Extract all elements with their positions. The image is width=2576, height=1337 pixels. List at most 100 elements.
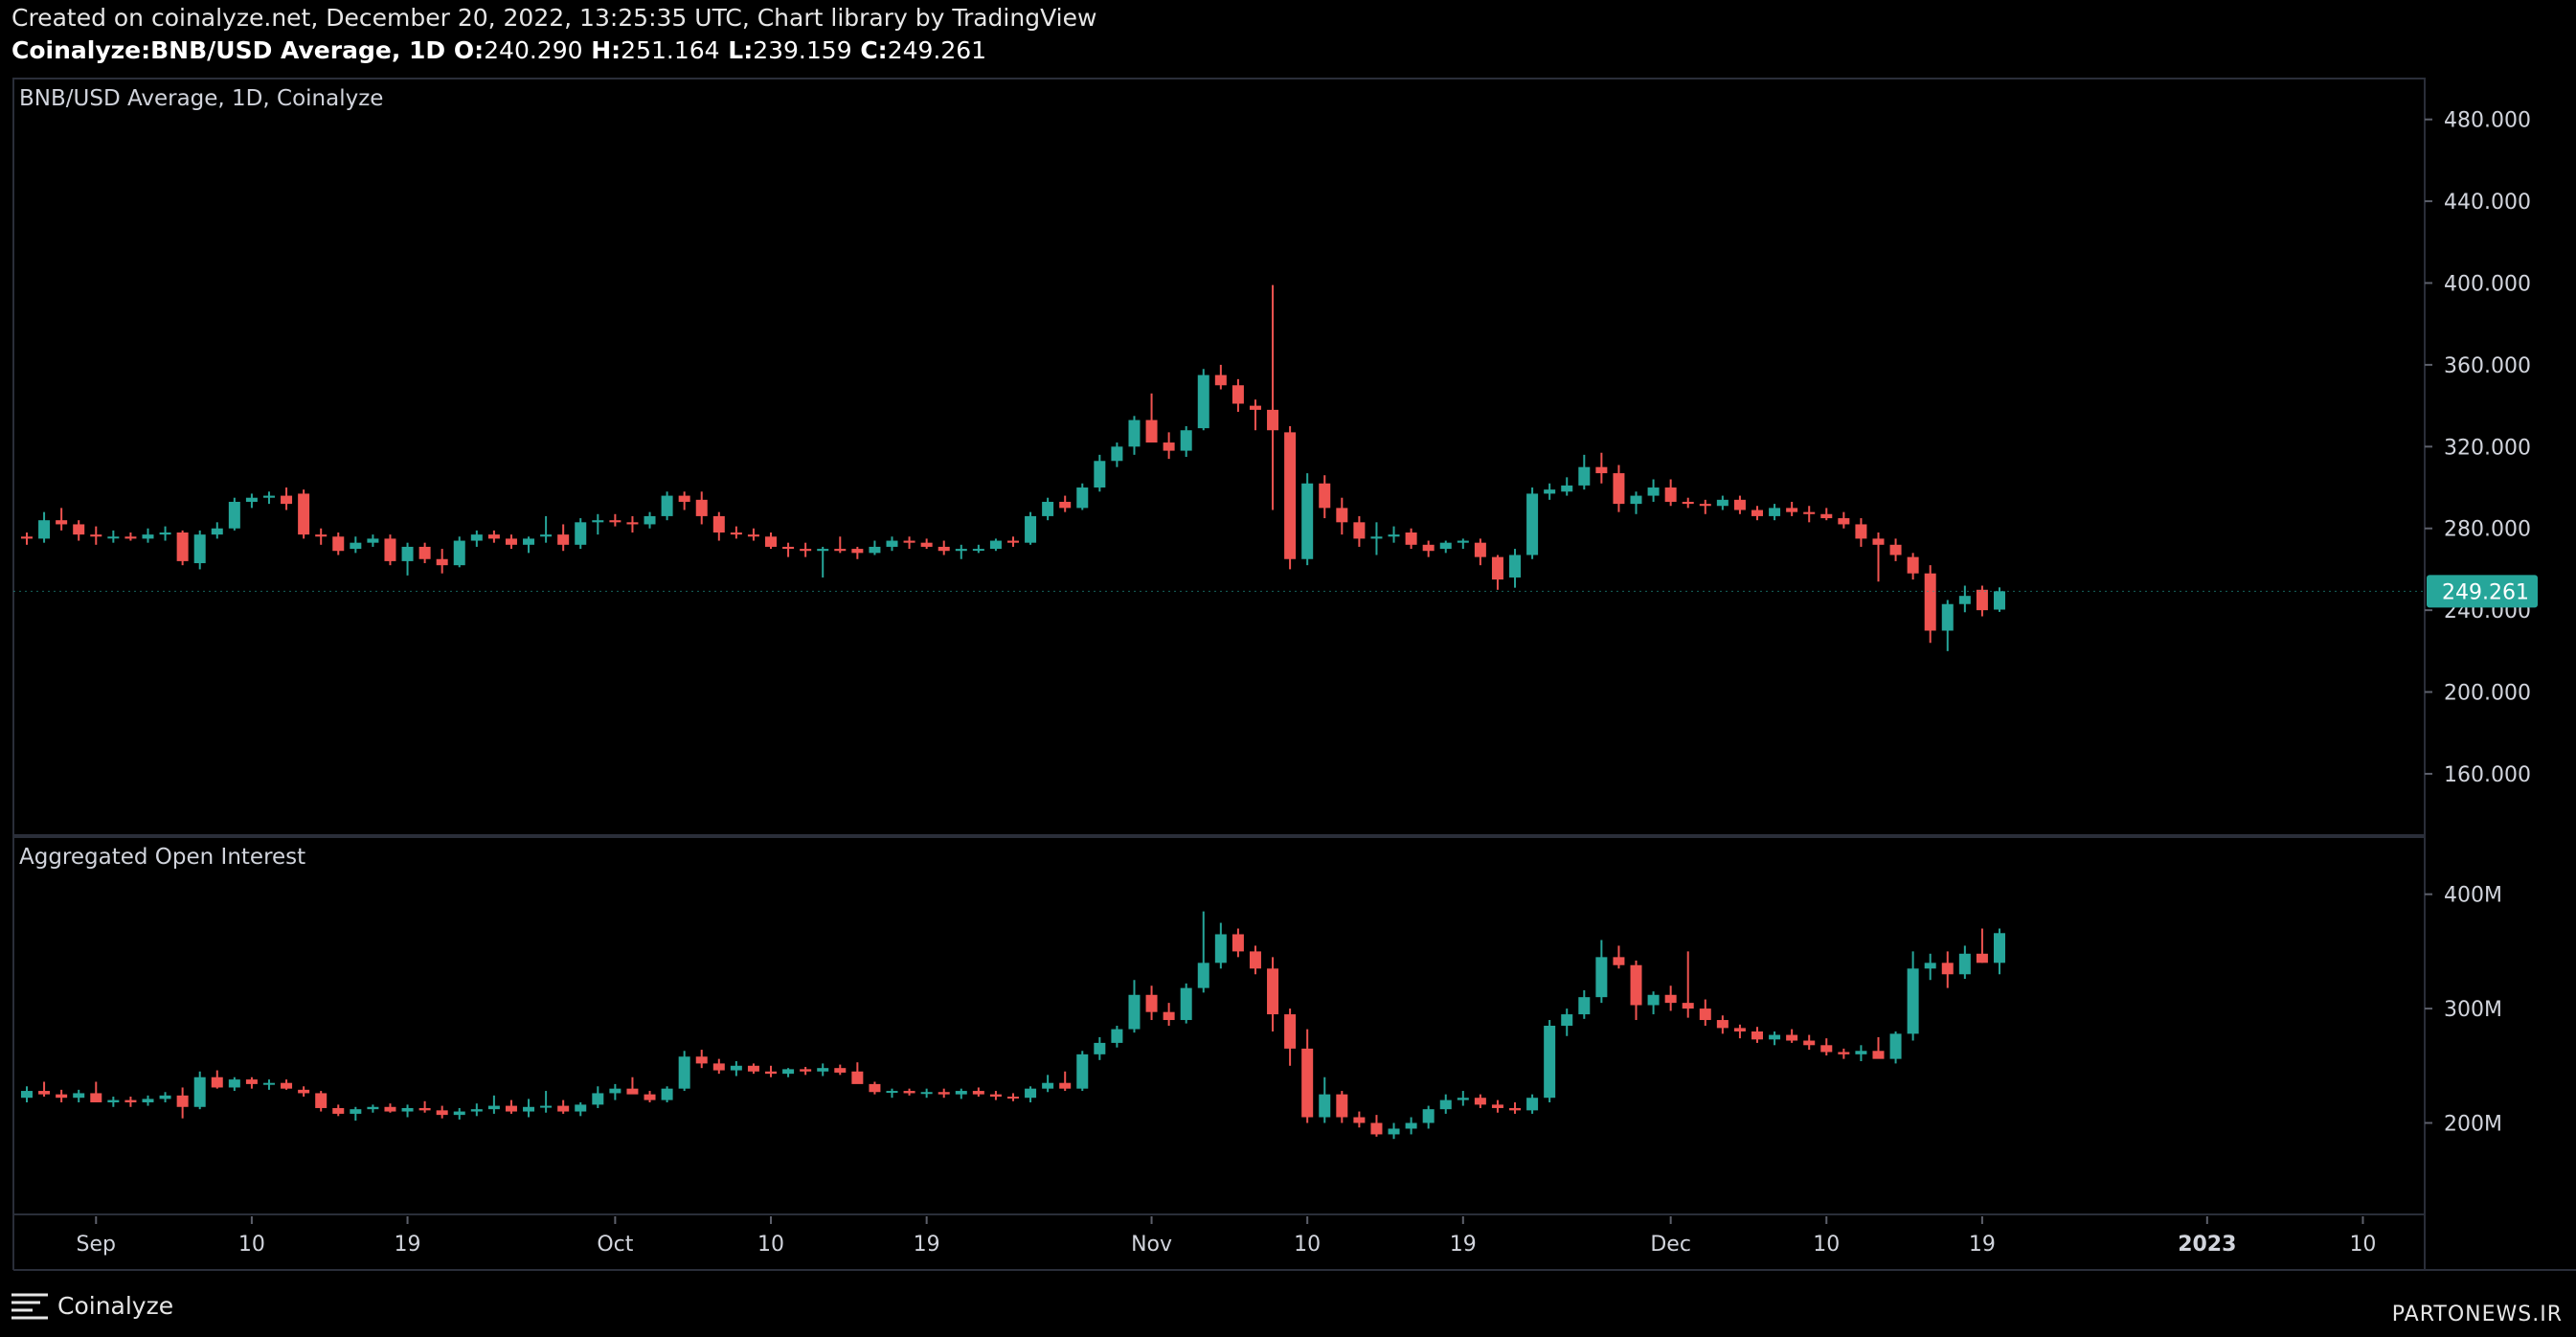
price-candle-body <box>401 546 414 561</box>
price-candle-body <box>1509 555 1522 578</box>
oi-candle-body <box>1111 1029 1123 1043</box>
oi-candle-body <box>332 1107 345 1114</box>
oi-candle-body <box>644 1094 656 1100</box>
price-candle-body <box>1059 501 1072 509</box>
open-label: O: <box>453 36 485 64</box>
price-candle-body <box>1319 483 1331 509</box>
price-axis-label: 440.000 <box>2444 191 2531 215</box>
oi-candle-body <box>436 1110 448 1116</box>
price-candle-body <box>1838 518 1850 525</box>
oi-candle-body <box>56 1094 68 1099</box>
price-candle-body <box>626 522 639 525</box>
price-candle-body <box>1439 542 1452 550</box>
price-candle-body <box>124 536 137 539</box>
price-candle-body <box>1353 522 1366 539</box>
price-candle-body <box>1855 524 1867 539</box>
price-candle-body <box>1544 489 1556 494</box>
oi-candle-body <box>1630 964 1642 1006</box>
ohlc-legend: Coinalyze:BNB/USD Average, 1D O:240.290 … <box>11 36 986 64</box>
oi-candle-body <box>298 1089 310 1094</box>
price-candle-body <box>592 520 604 523</box>
oi-candle-body <box>1405 1122 1417 1129</box>
high-label: H: <box>591 36 621 64</box>
oi-candle-body <box>176 1095 189 1107</box>
oi-candle-body <box>1924 963 1936 969</box>
price-candle-body <box>1699 504 1711 507</box>
oi-candle-body <box>938 1092 950 1095</box>
close-value: 249.261 <box>887 36 987 64</box>
x-axis-label: Sep <box>77 1233 116 1257</box>
oi-candle-body <box>886 1091 898 1094</box>
price-candle-body <box>1336 508 1348 523</box>
oi-candle-body <box>1889 1033 1902 1059</box>
price-candle-body <box>1958 596 1971 604</box>
coinalyze-logo[interactable]: Coinalyze <box>10 1289 173 1322</box>
price-axis-label: 400.000 <box>2444 273 2531 297</box>
low-label: L: <box>728 36 754 64</box>
price-candle-body <box>1128 419 1141 447</box>
x-axis-label: 10 <box>757 1233 784 1257</box>
oi-candle-body <box>1388 1128 1400 1135</box>
oi-candle-body <box>262 1082 275 1085</box>
oi-candle-body <box>487 1105 500 1110</box>
oi-candle-body <box>1336 1094 1348 1118</box>
price-candle-body <box>1249 405 1261 410</box>
oi-candle-body <box>523 1106 535 1112</box>
oi-candle-body <box>228 1079 240 1088</box>
price-candle-body <box>1180 430 1192 451</box>
price-candle-body <box>575 522 587 545</box>
oi-candle-body <box>765 1071 778 1075</box>
x-axis-label: 2023 <box>2178 1233 2236 1257</box>
price-candle-body <box>920 542 933 547</box>
symbol-label: Coinalyze:BNB/USD Average, 1D <box>11 36 446 64</box>
oi-candle-body <box>747 1065 759 1072</box>
oi-candle-body <box>834 1068 847 1073</box>
price-candle-body <box>384 538 396 561</box>
oi-candle-body <box>1474 1098 1486 1105</box>
oi-candle-body <box>1025 1088 1037 1099</box>
price-candle-body <box>228 501 240 529</box>
price-candle-body <box>505 538 517 545</box>
price-candle-body <box>470 534 483 541</box>
price-candle-body <box>747 534 759 537</box>
coinalyze-logo-text: Coinalyze <box>57 1291 174 1320</box>
oi-candle-body <box>1664 994 1677 1004</box>
oi-candle-body <box>730 1065 742 1071</box>
oi-candle-body <box>1647 994 1660 1006</box>
oi-axis-label: 200M <box>2444 1112 2502 1136</box>
oi-candle-body <box>695 1056 708 1064</box>
price-candle-body <box>245 497 258 502</box>
price-candle-body <box>1561 485 1573 492</box>
price-candle-body <box>695 499 708 516</box>
price-candle-body <box>1803 511 1816 514</box>
x-axis-label: 10 <box>1813 1233 1840 1257</box>
x-axis-label: 10 <box>2349 1233 2376 1257</box>
oi-candle-body <box>505 1105 517 1112</box>
oi-candle-body <box>1128 994 1141 1030</box>
oi-candle-body <box>1422 1109 1435 1123</box>
price-candle-body <box>1751 510 1763 516</box>
menu-lines-icon <box>11 1293 48 1320</box>
oi-candle-body <box>972 1091 984 1095</box>
oi-pane-border <box>12 836 2426 1215</box>
price-candle-body <box>90 534 102 537</box>
oi-candle-body <box>1180 987 1192 1021</box>
oi-candle-body <box>1855 1051 1867 1054</box>
price-candle-body <box>56 520 68 525</box>
price-axis-label: 360.000 <box>2444 354 2531 378</box>
oi-candle-body <box>1214 934 1227 963</box>
price-candle-body <box>1267 409 1279 431</box>
oi-candle-body <box>1803 1040 1816 1046</box>
oi-candle-body <box>453 1111 465 1116</box>
oi-candle-body <box>1769 1034 1781 1040</box>
price-candle-body <box>661 495 673 516</box>
price-candle-body <box>1457 540 1469 543</box>
oi-candle-body <box>1076 1054 1089 1089</box>
oi-candle-body <box>193 1076 206 1107</box>
price-candle-body <box>1664 487 1677 502</box>
oi-candle-body <box>1197 963 1209 988</box>
oi-candle-body <box>1163 1011 1175 1021</box>
price-candle-body <box>730 533 742 535</box>
price-candle-body <box>1613 473 1625 505</box>
